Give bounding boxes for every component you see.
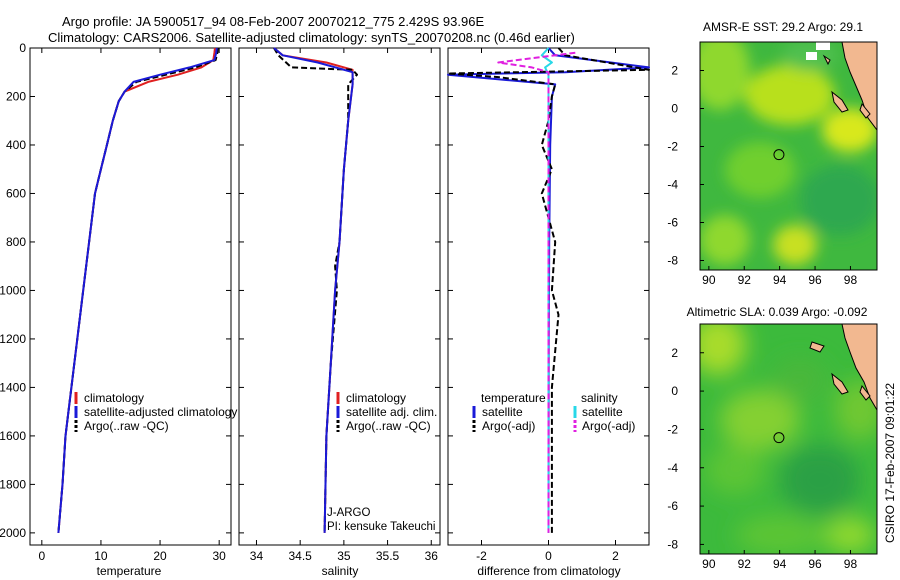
y-tick-label: -8 (667, 254, 678, 268)
annotation-program: J-ARGO (327, 507, 371, 519)
salinity-xlabel: salinity (322, 564, 359, 578)
sla-map-panel: Altimetric SLA: 0.039 Argo: -0.092 90 92 9… (667, 305, 878, 571)
x-tick-label: 35.5 (376, 549, 400, 563)
sst-map-panel: AMSR-E SST: 29.2 Argo: 29.1 90 92 94 96 98 -8… (667, 20, 878, 287)
legend-label-satellite: satellite adj. clim. (346, 405, 437, 419)
y-tick-label: -4 (667, 178, 678, 192)
x-tick-label: 36 (425, 549, 439, 563)
y-tick-label: 200 (6, 89, 26, 103)
salinity-legend: climatology satellite adj. clim. Argo(..… (336, 391, 437, 433)
y-tick-label: -8 (667, 537, 678, 551)
island (831, 90, 849, 113)
island (822, 54, 831, 66)
x-tick-label: 92 (738, 273, 752, 287)
y-tick-label: 1400 (0, 380, 26, 394)
x-tick-label: 98 (844, 557, 858, 571)
x-tick-label: 94 (773, 273, 787, 287)
x-tick-label: 90 (702, 273, 716, 287)
sst-map-title: AMSR-E SST: 29.2 Argo: 29.1 (703, 20, 863, 34)
sst-map-field (700, 42, 877, 270)
temperature-axes-box (29, 47, 232, 546)
y-tick-label: 2 (671, 346, 678, 360)
y-tick-label: 2000 (0, 526, 26, 540)
land-sumatra (841, 324, 877, 411)
x-tick-label: 20 (153, 549, 167, 563)
legend-label-climatology: climatology (346, 391, 406, 405)
salinity-panel: 34 34.5 35 35.5 36 climatology satellite adj… (238, 47, 441, 578)
y-tick-label: 1800 (0, 477, 26, 491)
island (859, 384, 871, 401)
legend-label-argo: Argo(..raw -QC) (84, 419, 169, 433)
land-sumatra (841, 42, 877, 131)
x-tick-label: 2 (612, 549, 619, 563)
temperature-panel: 0 10 20 30 0 200 400 600 800 1000 1200 1400 1600 1800… (0, 41, 237, 578)
y-tick-label: 1200 (0, 332, 26, 346)
y-tick-label: 1600 (0, 429, 26, 443)
timestamp-label: CSIRO 17-Feb-2007 09:01:22 (883, 383, 897, 543)
legend-heading-temperature: temperature (481, 391, 546, 405)
x-tick-label: 34 (250, 549, 264, 563)
salinity-axes-box (238, 47, 441, 546)
sla-map-title: Altimetric SLA: 0.039 Argo: -0.092 (687, 305, 868, 319)
difference-legend: temperature salinity satellite Argo(-adj… (472, 391, 635, 433)
argo-location-marker (773, 432, 785, 444)
x-tick-label: 94 (773, 557, 787, 571)
x-tick-label: 10 (94, 549, 108, 563)
y-tick-label: -6 (667, 499, 678, 513)
y-tick-label: -2 (667, 140, 678, 154)
argo-location-marker (773, 149, 785, 161)
y-tick-label: 800 (6, 235, 26, 249)
difference-xlabel: difference from climatology (477, 564, 620, 578)
difference-panel: -2 0 2 temperature salinity satellite Argo… (447, 47, 650, 578)
y-tick-label: 400 (6, 138, 26, 152)
y-tick-label: -6 (667, 216, 678, 230)
x-tick-label: 98 (844, 273, 858, 287)
series-line-salinity-argo-adj (497, 51, 576, 533)
x-tick-label: 30 (212, 549, 226, 563)
legend-label-sal-argo: Argo(-adj) (582, 419, 635, 433)
legend-label-sal-satellite: satellite (582, 405, 623, 419)
x-tick-label: 96 (808, 557, 822, 571)
y-tick-label: 0 (671, 384, 678, 398)
temperature-xlabel: temperature (97, 564, 162, 578)
y-tick-label: 2 (671, 64, 678, 78)
x-tick-label: 0 (38, 549, 45, 563)
y-tick-label: 0 (19, 41, 26, 55)
series-line-satellite-adjusted-climatology (57, 47, 218, 533)
y-tick-label: 1000 (0, 283, 26, 297)
x-tick-label: 96 (808, 273, 822, 287)
y-tick-label: -4 (667, 461, 678, 475)
x-tick-label: 90 (702, 557, 716, 571)
x-tick-label: 35 (337, 549, 351, 563)
legend-label-climatology: climatology (84, 391, 144, 405)
legend-label-temp-argo: Argo(-adj) (482, 419, 535, 433)
legend-label-temp-satellite: satellite (482, 405, 523, 419)
legend-label-satellite: satellite-adjusted climatology (84, 405, 237, 419)
sla-map-frame (699, 323, 878, 555)
island (831, 372, 849, 395)
x-tick-label: 92 (738, 557, 752, 571)
sla-map-field (700, 324, 877, 554)
y-tick-label: 600 (6, 186, 26, 200)
x-tick-label: -2 (476, 549, 487, 563)
legend-label-argo: Argo(..raw -QC) (346, 419, 431, 433)
annotation-pi: PI: kensuke Takeuchi (327, 521, 435, 533)
island (859, 102, 871, 119)
series-line-temperature-argo-adj (447, 47, 650, 533)
island (809, 341, 825, 353)
sst-map-frame (699, 41, 878, 271)
y-tick-label: 0 (671, 102, 678, 116)
title-line-1: Argo profile: JA 5900517_94 08-Feb-2007 … (62, 14, 484, 29)
temperature-legend: climatology satellite-adjusted climatolo… (74, 391, 237, 433)
x-tick-label: 34.5 (288, 549, 312, 563)
legend-heading-salinity: salinity (581, 391, 618, 405)
series-line-satellite-adj-clim (273, 47, 354, 533)
y-tick-label: -2 (667, 422, 678, 436)
title-line-2: Climatology: CARS2006. Satellite-adjuste… (48, 30, 575, 45)
x-tick-label: 0 (545, 549, 552, 563)
